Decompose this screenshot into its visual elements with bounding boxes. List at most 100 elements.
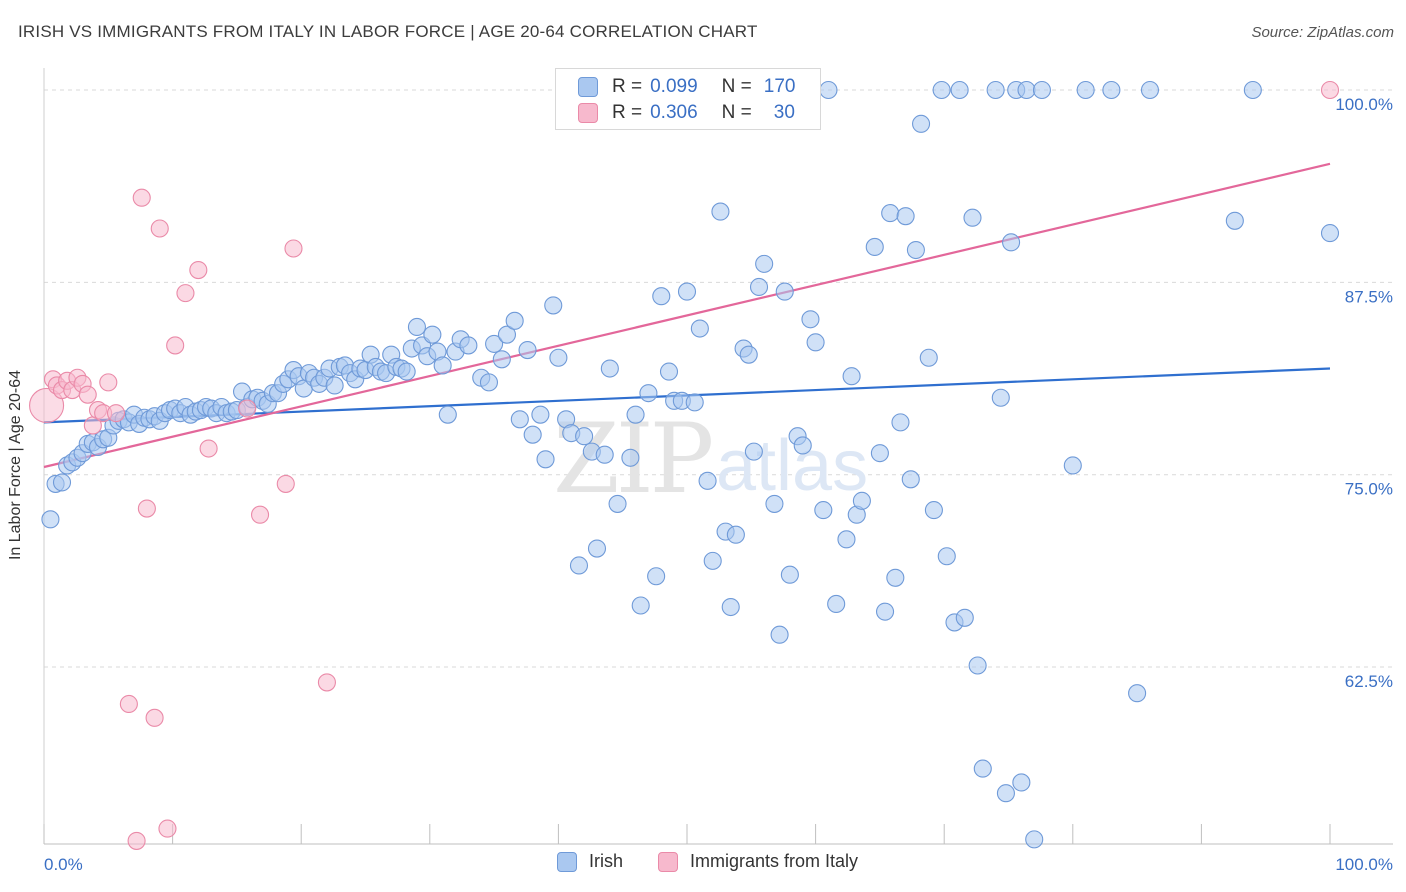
- irish-point: [1225, 211, 1244, 230]
- irish-point: [685, 393, 704, 412]
- series-swatch-italy: [658, 851, 678, 872]
- legend-swatch-irish: [578, 77, 598, 97]
- italy-point: [29, 387, 65, 424]
- legend-row-irish: R = 0.099 N = 170: [578, 74, 795, 100]
- x-tick-label: 100.0%: [1335, 855, 1393, 874]
- irish-point: [575, 427, 594, 446]
- italy-point: [317, 673, 336, 692]
- italy-point: [250, 505, 270, 524]
- irish-point: [955, 608, 974, 627]
- irish-point: [842, 367, 861, 386]
- irish-point: [881, 204, 900, 223]
- irish-point: [1012, 773, 1031, 792]
- irish-point: [497, 325, 517, 344]
- italy-point: [132, 188, 151, 207]
- irish-point: [587, 539, 607, 558]
- y-tick-label: 87.5%: [1345, 287, 1393, 306]
- irish-point: [780, 565, 799, 584]
- irish-point: [749, 277, 769, 297]
- italy-point: [284, 239, 303, 258]
- irish-point: [721, 597, 740, 617]
- irish-point: [765, 494, 784, 513]
- irish-point: [536, 450, 555, 469]
- irish-point: [973, 759, 992, 778]
- irish-point: [485, 334, 504, 353]
- irish-point: [726, 525, 745, 544]
- irish-point: [407, 317, 426, 337]
- irish-point: [608, 494, 627, 513]
- irish-point: [1102, 80, 1121, 100]
- irish-point: [41, 510, 60, 529]
- italy-point: [119, 694, 138, 714]
- italy-point: [238, 399, 257, 418]
- irish-point: [937, 547, 956, 566]
- irish-point: [837, 530, 856, 549]
- irish-point: [744, 442, 763, 461]
- irish-point: [505, 311, 524, 330]
- irish-point: [479, 373, 499, 392]
- irish-point: [1140, 80, 1160, 100]
- irish-point: [793, 436, 812, 455]
- irish-point: [523, 425, 542, 444]
- irish-point: [1243, 80, 1262, 100]
- tick-labels: 62.5% 75.0% 87.5% 100.0% 0.0% 100.0%: [44, 95, 1393, 874]
- irish-point: [986, 80, 1005, 100]
- irish-point: [569, 556, 589, 575]
- x-tick-label: 0.0%: [44, 855, 83, 874]
- irish-point: [652, 287, 671, 306]
- legend-r-label: R =: [612, 76, 643, 97]
- irish-point: [659, 362, 679, 381]
- irish-point: [433, 356, 452, 375]
- italy-point: [127, 831, 146, 850]
- legend-r-label: R =: [612, 102, 643, 123]
- series-legend-italy: Immigrants from Italy: [658, 851, 858, 872]
- irish-point: [438, 405, 457, 424]
- y-tick-label: 75.0%: [1345, 480, 1393, 499]
- italy-point: [166, 336, 185, 355]
- irish-point: [325, 376, 344, 395]
- irish-point: [755, 254, 774, 273]
- irish-point: [690, 319, 709, 338]
- irish-point: [814, 501, 833, 520]
- italy-point: [150, 219, 169, 238]
- irish-point: [775, 282, 794, 301]
- irish-point: [875, 602, 895, 621]
- irish-point: [932, 80, 951, 100]
- irish-point: [801, 310, 820, 329]
- series-legend: Irish Immigrants from Italy: [0, 851, 1406, 879]
- irish-point: [912, 114, 931, 133]
- italy-point: [199, 439, 218, 458]
- italy-point: [78, 385, 97, 404]
- irish-point: [1063, 456, 1082, 475]
- irish-point: [886, 568, 905, 587]
- irish-point: [924, 501, 943, 520]
- irish-point: [991, 388, 1010, 407]
- irish-point: [870, 444, 889, 463]
- italy-trend-line: [43, 162, 1331, 469]
- irish-point: [492, 350, 511, 369]
- irish-point: [595, 445, 614, 464]
- irish-point: [600, 359, 619, 378]
- legend-r-value: 0.306: [650, 102, 698, 123]
- irish-point: [1128, 684, 1147, 703]
- italy-point: [1320, 80, 1340, 100]
- irish-point: [52, 473, 72, 492]
- italy-point: [145, 708, 164, 727]
- irish-point: [1025, 830, 1044, 849]
- irish-point: [968, 656, 987, 675]
- irish-point: [1076, 80, 1095, 100]
- legend-n-label: N =: [721, 76, 752, 97]
- irish-point: [1320, 224, 1340, 243]
- italy-point: [106, 404, 126, 423]
- irish-point: [397, 362, 416, 381]
- irish-point: [919, 348, 938, 367]
- irish-point: [901, 470, 920, 489]
- italy-point: [189, 260, 208, 280]
- legend-n-label: N =: [721, 102, 752, 123]
- y-axis-title: In Labor Force | Age 20-64: [7, 369, 24, 561]
- irish-point: [510, 410, 529, 429]
- irish-point: [677, 282, 697, 301]
- irish-point: [639, 384, 658, 403]
- legend-n-value: 30: [773, 102, 795, 123]
- irish-point: [1002, 233, 1021, 252]
